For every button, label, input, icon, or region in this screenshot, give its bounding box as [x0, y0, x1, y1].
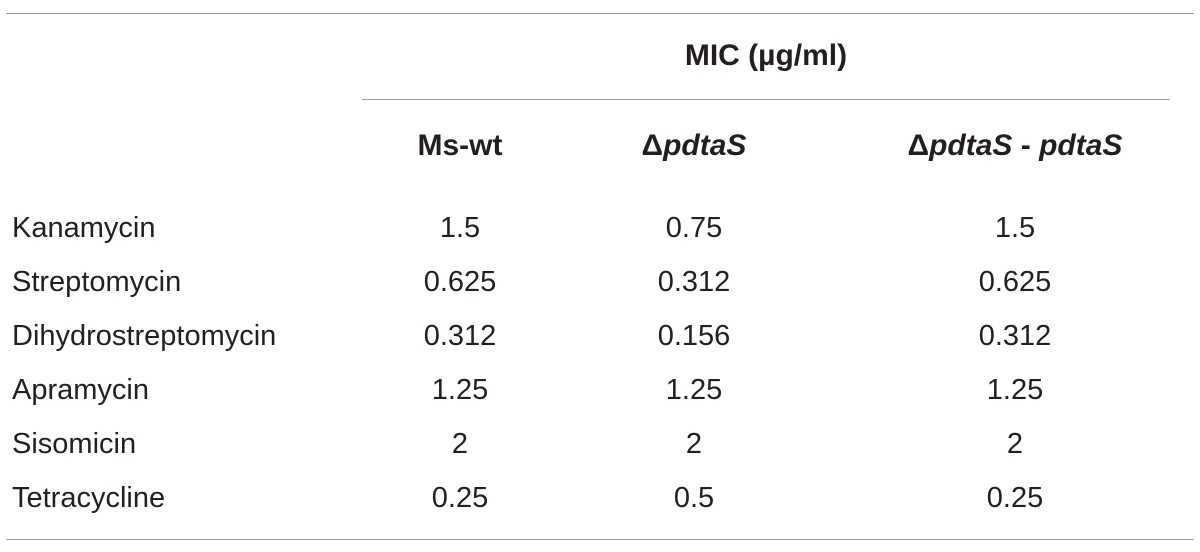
cell-value: 0.25 — [986, 482, 1044, 514]
cell-value: 1.25 — [665, 374, 723, 406]
cell-value: 2 — [685, 428, 703, 460]
cell-value: 0.625 — [978, 266, 1052, 298]
cell-value: 0.5 — [673, 482, 715, 514]
table-bottom-rule — [6, 539, 1194, 540]
row-label: Sisomicin — [12, 428, 137, 460]
cell-value: 0.312 — [978, 320, 1052, 352]
row-label: Kanamycin — [12, 212, 156, 244]
cell-value: 2 — [1006, 428, 1024, 460]
cell-value: 1.5 — [994, 212, 1036, 244]
table-top-rule — [6, 13, 1194, 14]
cell-value: 1.25 — [431, 374, 489, 406]
cell-value: 0.156 — [657, 320, 731, 352]
column-header-delta-pdtas: ΔpdtaS — [641, 129, 747, 162]
cell-value: 0.312 — [423, 320, 497, 352]
row-label: Streptomycin — [12, 266, 182, 298]
cell-value: 2 — [451, 428, 469, 460]
cell-value: 1.5 — [439, 212, 481, 244]
cell-value: 0.625 — [423, 266, 497, 298]
cell-value: 0.312 — [657, 266, 731, 298]
column-header-ms-wt: Ms-wt — [417, 129, 503, 162]
group-header-rule — [362, 99, 1170, 100]
cell-value: 0.25 — [431, 482, 489, 514]
cell-value: 0.75 — [665, 212, 723, 244]
group-header-mic: MIC (µg/ml) — [684, 39, 848, 72]
row-label: Dihydrostreptomycin — [12, 320, 277, 352]
row-label: Tetracycline — [12, 482, 166, 514]
row-label: Apramycin — [12, 374, 149, 406]
cell-value: 1.25 — [986, 374, 1044, 406]
column-header-delta-pdtas-complemented: ΔpdtaS - pdtaS — [907, 129, 1123, 162]
